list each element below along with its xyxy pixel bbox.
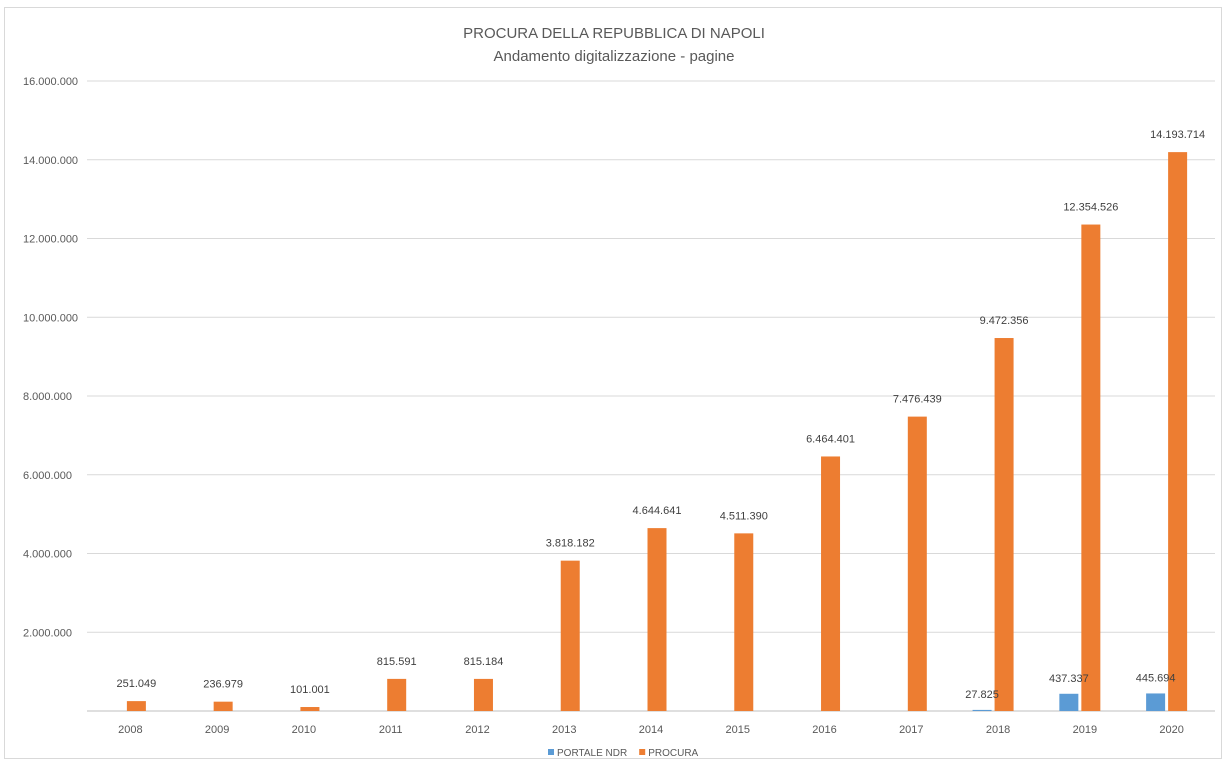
data-labels: 251.049 236.979 101.001 815.591 815.184 3.818… [117, 129, 1206, 701]
data-label-procura: 101.001 [290, 684, 330, 696]
bar-procura [387, 678, 407, 711]
bar-portale-ndr [972, 709, 992, 711]
bar-portale-ndr [1146, 693, 1166, 711]
y-tick-label: 6.000.000 [23, 470, 72, 482]
y-tick-label: 8.000.000 [23, 391, 72, 403]
chart-title: PROCURA DELLA REPUBBLICA DI NAPOLI [463, 25, 765, 42]
data-label-procura: 14.193.714 [1150, 129, 1205, 141]
data-label-portale-ndr: 445.694 [1136, 672, 1176, 684]
legend-label: PORTALE NDR [557, 748, 627, 759]
x-tick-label: 2010 [292, 724, 316, 736]
legend-swatch [639, 749, 646, 755]
x-tick-label: 2013 [552, 724, 576, 736]
x-axis-ticks: 2008 2009 2010 2011 2012 2013 2014 2015 2016 2017… [118, 724, 1184, 736]
gridlines [87, 80, 1215, 712]
y-axis-ticks: 2.000.000 4.000.000 6.000.000 8.000.000 10.0… [23, 76, 78, 639]
legend-swatch [548, 749, 554, 755]
y-tick-label: 14.000.000 [23, 155, 78, 167]
data-label-procura: 6.464.401 [806, 433, 855, 445]
data-label-procura: 12.354.526 [1063, 202, 1118, 214]
data-label-procura: 815.184 [464, 656, 504, 668]
data-label-procura: 815.591 [377, 656, 417, 668]
x-tick-label: 2015 [726, 724, 750, 736]
x-tick-label: 2014 [639, 724, 663, 736]
data-label-portale-ndr: 437.337 [1049, 673, 1089, 685]
x-tick-label: 2018 [986, 724, 1010, 736]
bar-procura [126, 701, 146, 711]
data-label-portale-ndr: 27.825 [965, 689, 999, 701]
y-tick-label: 12.000.000 [23, 234, 78, 246]
data-label-procura: 9.472.356 [980, 315, 1029, 327]
x-tick-label: 2012 [465, 724, 489, 736]
y-tick-label: 4.000.000 [23, 549, 72, 561]
x-tick-label: 2017 [899, 724, 923, 736]
data-label-procura: 236.979 [203, 679, 243, 691]
chart-frame: PROCURA DELLA REPUBBLICA DI NAPOLI Andam… [4, 7, 1222, 759]
y-tick-label: 16.000.000 [23, 76, 78, 88]
bar-portale-ndr [1059, 693, 1079, 711]
x-tick-label: 2016 [812, 724, 836, 736]
x-tick-label: 2011 [379, 724, 403, 736]
x-tick-label: 2019 [1073, 724, 1097, 736]
bars [126, 152, 1188, 712]
bar-procura [1081, 224, 1101, 712]
data-label-procura: 3.818.182 [546, 538, 595, 550]
bar-procura [734, 533, 754, 711]
bar-procura [994, 338, 1014, 711]
bar-procura [821, 456, 841, 711]
bar-procura [647, 528, 667, 711]
y-tick-label: 2.000.000 [23, 627, 72, 639]
bar-procura [907, 416, 927, 711]
bar-procura [300, 707, 320, 711]
bar-chart: PROCURA DELLA REPUBBLICA DI NAPOLI Andam… [23, 25, 1215, 759]
bar-procura [213, 701, 233, 711]
bar-procura [1168, 152, 1188, 712]
legend: PORTALE NDR PROCURA [548, 748, 699, 759]
x-tick-label: 2009 [205, 724, 229, 736]
data-label-procura: 4.644.641 [633, 505, 682, 517]
x-tick-label: 2008 [118, 724, 142, 736]
x-tick-label: 2020 [1159, 724, 1183, 736]
bar-procura [560, 560, 580, 711]
data-label-procura: 7.476.439 [893, 394, 942, 406]
y-tick-label: 10.000.000 [23, 312, 78, 324]
data-label-procura: 251.049 [117, 678, 157, 690]
data-label-procura: 4.511.390 [720, 510, 768, 522]
chart-subtitle: Andamento digitalizzazione - pagine [494, 48, 735, 65]
legend-label: PROCURA [648, 748, 698, 759]
bar-procura [473, 678, 493, 711]
